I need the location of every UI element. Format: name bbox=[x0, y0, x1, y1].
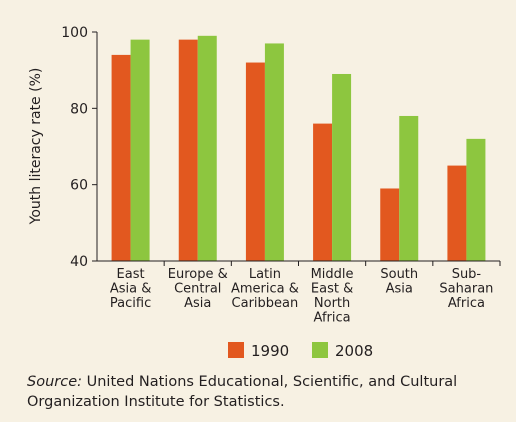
bar bbox=[466, 138, 486, 261]
x-tick-label: Middle East & North Africa bbox=[311, 267, 354, 326]
bar bbox=[178, 39, 198, 262]
y-tick-label: 80 bbox=[70, 101, 88, 117]
bar bbox=[399, 115, 419, 261]
x-tick-label: South Asia bbox=[380, 267, 418, 297]
legend-swatch bbox=[228, 342, 244, 358]
legend-swatch bbox=[312, 342, 328, 358]
legend-label: 1990 bbox=[251, 342, 289, 360]
bar bbox=[332, 73, 352, 261]
x-tick-label: East Asia & Pacific bbox=[110, 267, 152, 311]
bar bbox=[380, 188, 400, 261]
bar bbox=[313, 123, 333, 261]
y-tick-label: 40 bbox=[70, 254, 88, 270]
bar bbox=[245, 62, 265, 262]
bar bbox=[264, 43, 284, 262]
x-tick-label: Sub-Saharan Africa bbox=[439, 267, 493, 311]
y-tick-label: 100 bbox=[61, 25, 88, 41]
bar bbox=[130, 39, 150, 262]
x-tick-label: Europe & Central Asia bbox=[168, 267, 228, 311]
y-tick-label: 60 bbox=[70, 178, 88, 194]
bar bbox=[111, 54, 131, 262]
bar bbox=[197, 35, 217, 261]
x-tick-label: Latin America & Caribbean bbox=[231, 267, 299, 311]
legend-label: 2008 bbox=[335, 342, 373, 360]
source-text: United Nations Educational, Scientific, … bbox=[27, 374, 458, 410]
y-axis-label: Youth literacy rate (%) bbox=[28, 68, 44, 226]
bar bbox=[447, 165, 467, 261]
source-note: Source: United Nations Educational, Scie… bbox=[27, 372, 497, 412]
source-label: Source: bbox=[27, 374, 83, 390]
chart: Youth literacy rate (%) 40 60 80 100 East Asi… bbox=[28, 25, 501, 360]
